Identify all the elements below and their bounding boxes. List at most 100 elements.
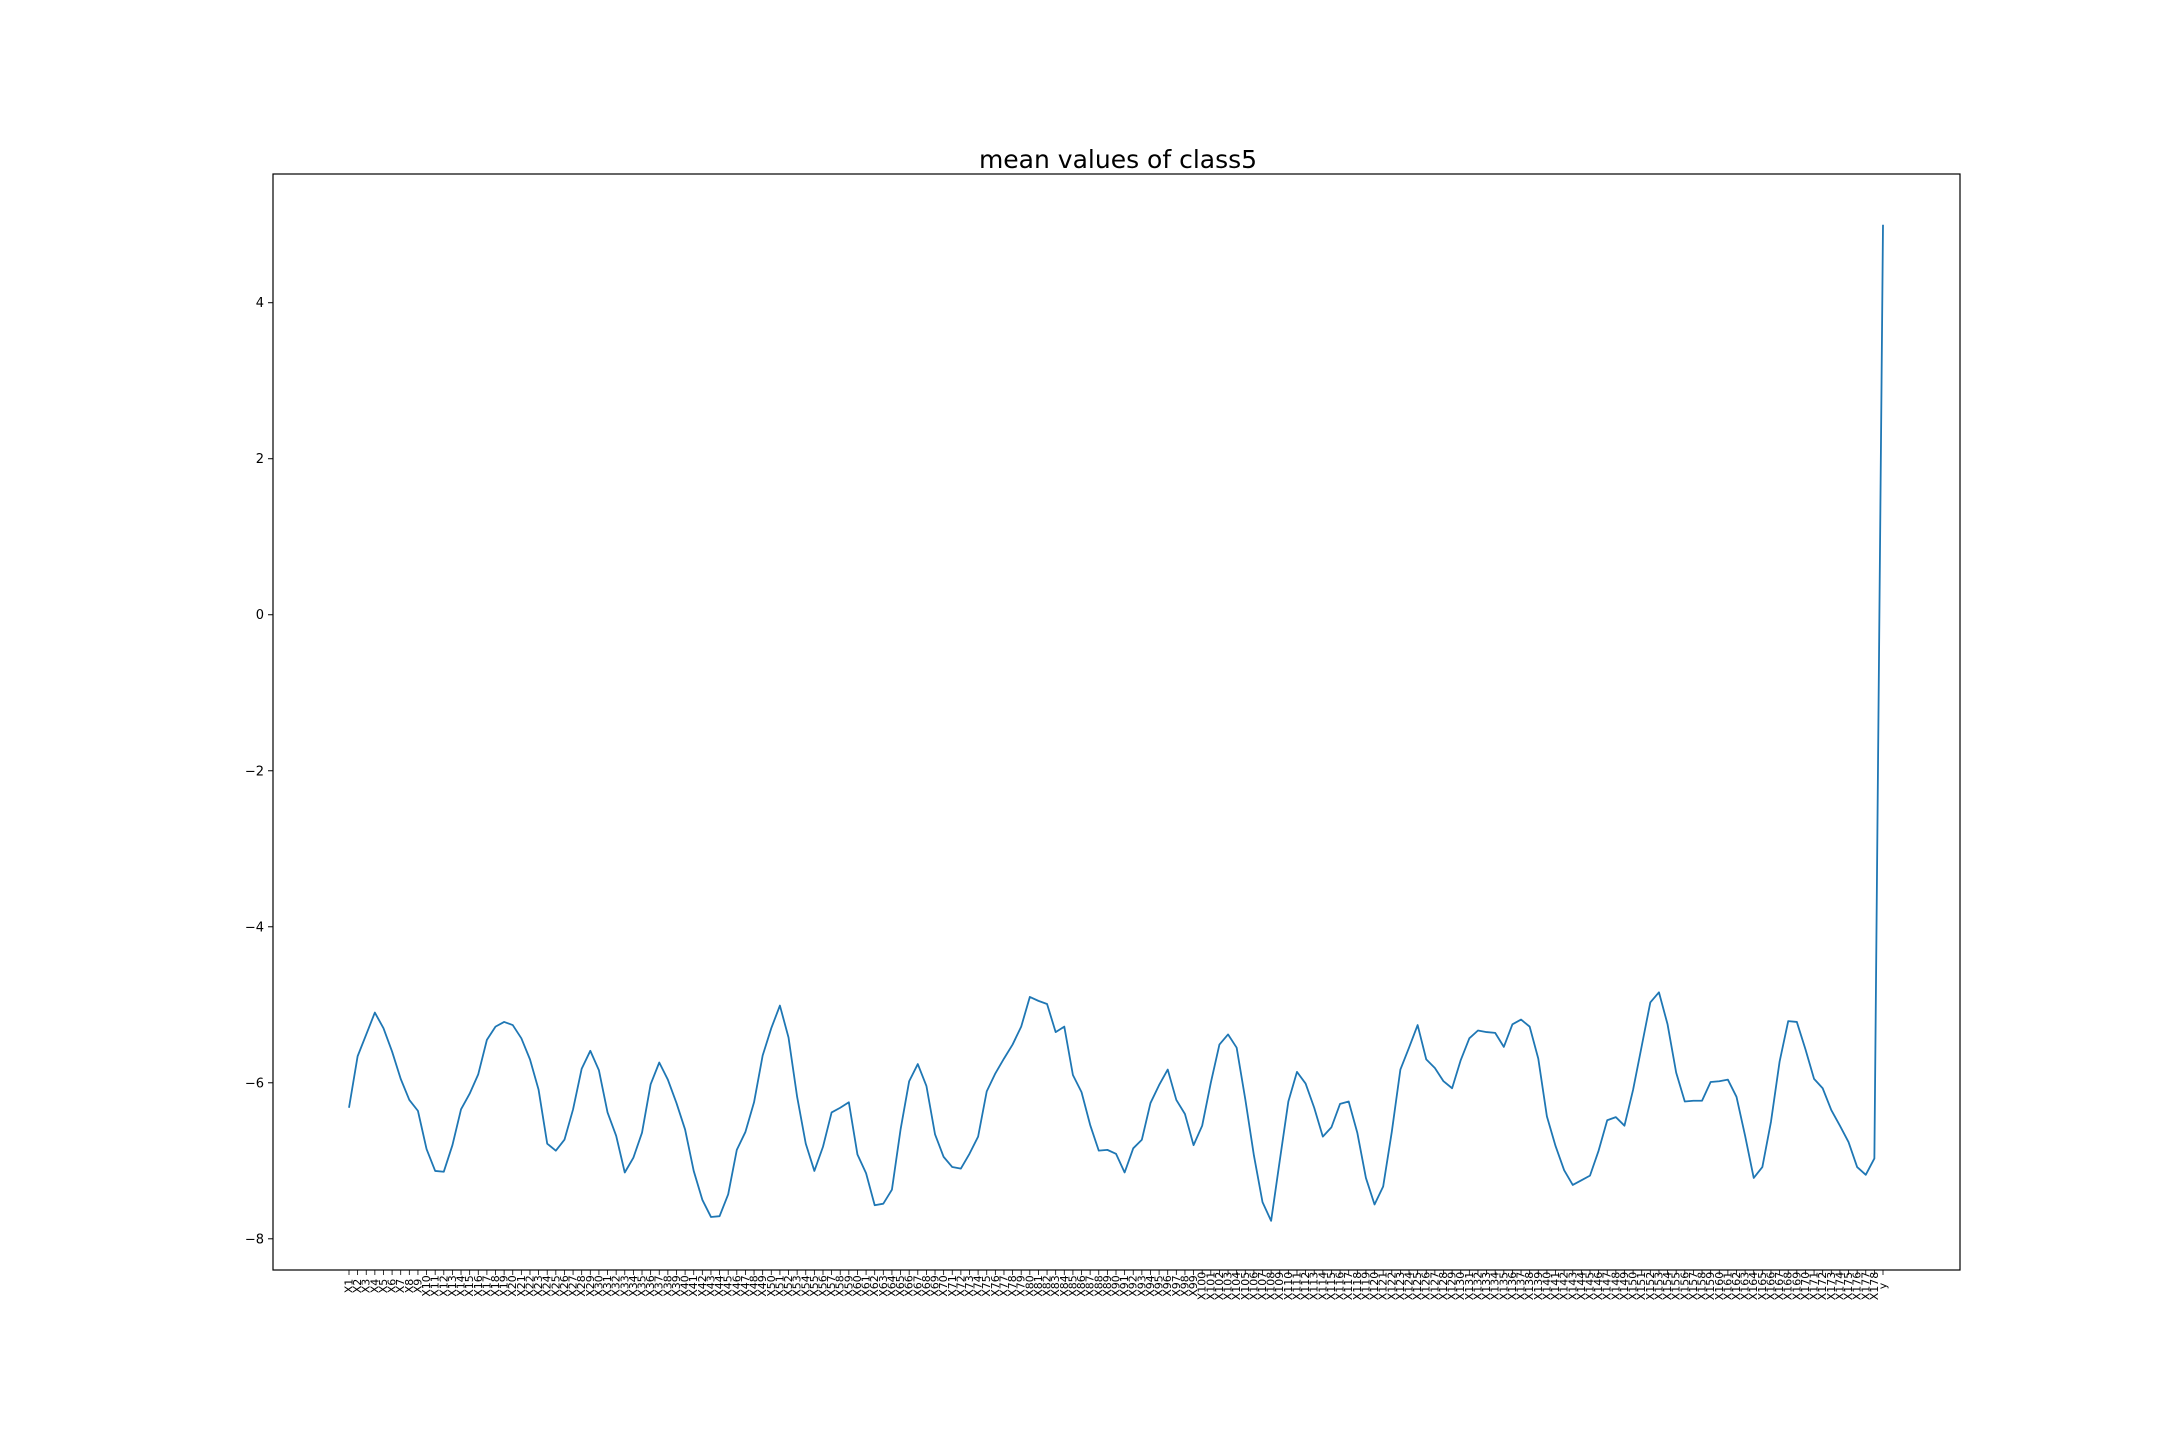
data-point [1847,1141,1849,1143]
data-point [942,1156,944,1158]
data-point [908,1080,910,1082]
x-tick-label: X113 [1308,1272,1321,1301]
x-tick-label: X81 [1032,1275,1045,1297]
x-tick-label: X9 [411,1279,424,1294]
data-point [830,1111,832,1113]
data-point [1572,1184,1574,1186]
data-point [1356,1132,1358,1134]
x-tick-label: X174 [1833,1272,1846,1301]
x-tick-label: X68 [920,1275,933,1297]
x-tick-label: X148 [1609,1272,1622,1301]
x-tick-label: X130 [1454,1272,1467,1301]
x-tick-label: X143 [1566,1272,1579,1301]
x-tick-label: X32 [610,1275,623,1297]
x-tick-label: X98 [1178,1275,1191,1297]
x-tick-label: X85 [1066,1275,1079,1297]
x-tick-label: X155 [1670,1272,1683,1301]
data-point [1408,1046,1410,1048]
data-point [805,1142,807,1144]
data-point [1098,1149,1100,1151]
data-point [520,1037,522,1039]
x-tick-label: X57 [825,1275,838,1297]
x-tick-label: X36 [644,1275,657,1297]
x-tick-label: X48 [748,1275,761,1297]
data-point [1270,1220,1272,1222]
x-tick-label: X107 [1256,1272,1269,1301]
x-tick-label: X165 [1756,1272,1769,1301]
x-tick-label: X128 [1437,1272,1450,1301]
data-point [451,1144,453,1146]
x-tick-label: X97 [1170,1275,1183,1297]
x-tick-label: X110 [1282,1272,1295,1301]
data-point [1649,1001,1651,1003]
x-tick-label: X127 [1428,1272,1441,1301]
x-tick-label: X126 [1420,1272,1433,1301]
data-point [546,1142,548,1144]
data-point [1046,1003,1048,1005]
x-tick-label: X49 [756,1275,769,1297]
data-point [1451,1087,1453,1089]
x-tick-label: X158 [1696,1272,1709,1301]
x-tick-label: X125 [1411,1272,1424,1301]
data-point [1416,1024,1418,1026]
x-tick-label: X175 [1842,1272,1855,1301]
x-tick-label: X87 [1084,1275,1097,1297]
x-tick-label: X123 [1394,1272,1407,1301]
x-tick-label: X5 [377,1279,390,1294]
data-point [443,1171,445,1173]
x-tick-label: X86 [1075,1275,1088,1297]
data-point [529,1058,531,1060]
data-point [1192,1144,1194,1146]
data-point [486,1039,488,1041]
x-tick-label: X124 [1403,1272,1416,1301]
x-tick-label: X144 [1575,1272,1588,1301]
x-tick-label: X161 [1721,1272,1734,1301]
data-point [1589,1174,1591,1176]
data-point [1020,1025,1022,1027]
x-tick-label: X134 [1489,1272,1502,1301]
data-point [856,1153,858,1155]
data-point [744,1131,746,1133]
x-tick-label: X53 [791,1275,804,1297]
y-tick-label: −8 [245,1232,264,1247]
x-tick-label: X109 [1273,1272,1286,1301]
data-point [1218,1043,1220,1045]
x-tick-label: X137 [1515,1272,1528,1301]
data-point [1279,1160,1281,1162]
data-point [1623,1124,1625,1126]
y-tick-label: −4 [245,920,264,935]
data-point [348,1107,350,1109]
data-point [1692,1100,1694,1102]
x-tick-label: X108 [1265,1272,1278,1301]
x-tick-label: X163 [1739,1272,1752,1301]
x-tick-label: X93 [1135,1275,1148,1297]
data-point [960,1167,962,1169]
x-tick-label: X73 [963,1275,976,1297]
x-tick-label: X160 [1713,1272,1726,1301]
x-tick-label: X22 [523,1275,536,1297]
data-point [1778,1061,1780,1063]
x-tick-label: X56 [816,1275,829,1297]
x-tick-label: X92 [1127,1275,1140,1297]
x-tick-label: X162 [1730,1272,1743,1301]
x-tick-label: X156 [1678,1272,1691,1301]
x-tick-label: X173 [1825,1272,1838,1301]
x-tick-label: X149 [1618,1272,1631,1301]
x-tick-label: X21 [515,1275,528,1297]
data-point [477,1073,479,1075]
data-point [1615,1116,1617,1118]
data-point [356,1055,358,1057]
x-tick-label: X132 [1471,1272,1484,1301]
x-tick-label: X10 [420,1275,433,1297]
data-point [1296,1071,1298,1073]
x-tick-label: X141 [1549,1272,1562,1301]
data-point [1821,1087,1823,1089]
data-point [667,1078,669,1080]
data-point [1460,1059,1462,1061]
data-point [1123,1171,1125,1173]
data-point [1132,1147,1134,1149]
x-tick-label: X78 [1006,1275,1019,1297]
x-tick-label: X1 [343,1279,356,1294]
x-tick-label: X25 [549,1275,562,1297]
